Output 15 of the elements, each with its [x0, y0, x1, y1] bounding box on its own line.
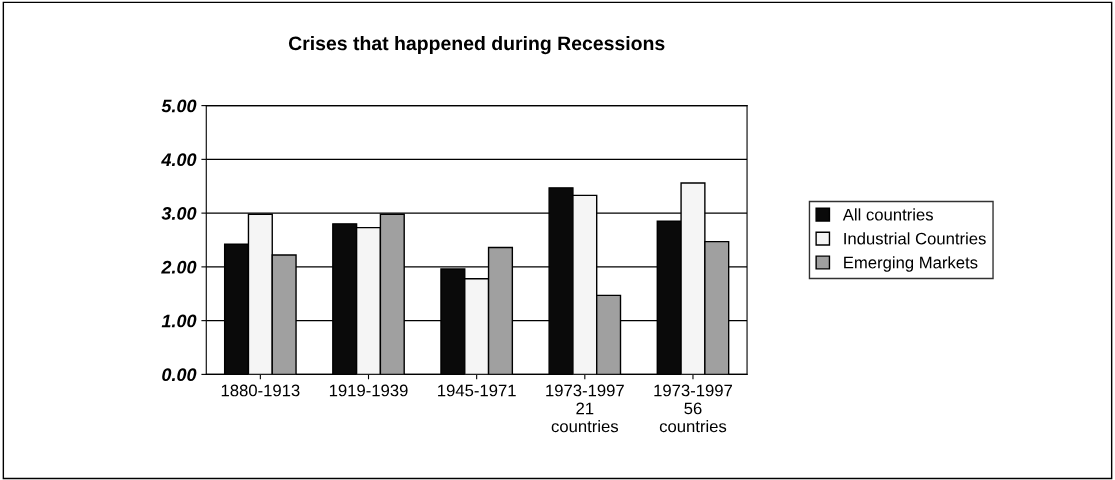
y-tick-label: 2.00 — [161, 260, 197, 274]
chart-title: Crises that happened during Recessions — [288, 35, 665, 55]
x-tick-label: 1880-1913 — [221, 384, 300, 397]
y-tick-label: 4.00 — [161, 153, 197, 167]
x-tick-label: 1919-1939 — [329, 384, 408, 397]
x-tick-label: 1973-1997 56 countries — [654, 384, 732, 433]
x-tick-label: 1945-1971 — [438, 384, 516, 397]
y-tick-label: 1.00 — [161, 314, 197, 328]
legend-label: Emerging Markets — [844, 256, 978, 272]
y-tick-label: 5.00 — [161, 99, 197, 113]
y-tick-label: 3.00 — [161, 207, 197, 220]
y-tick-label: 0.00 — [162, 368, 197, 382]
x-tick-label: 1973-1997 21 countries — [546, 384, 624, 433]
legend-label: Industrial Countries — [844, 232, 986, 245]
legend-label: All countries — [842, 208, 933, 221]
